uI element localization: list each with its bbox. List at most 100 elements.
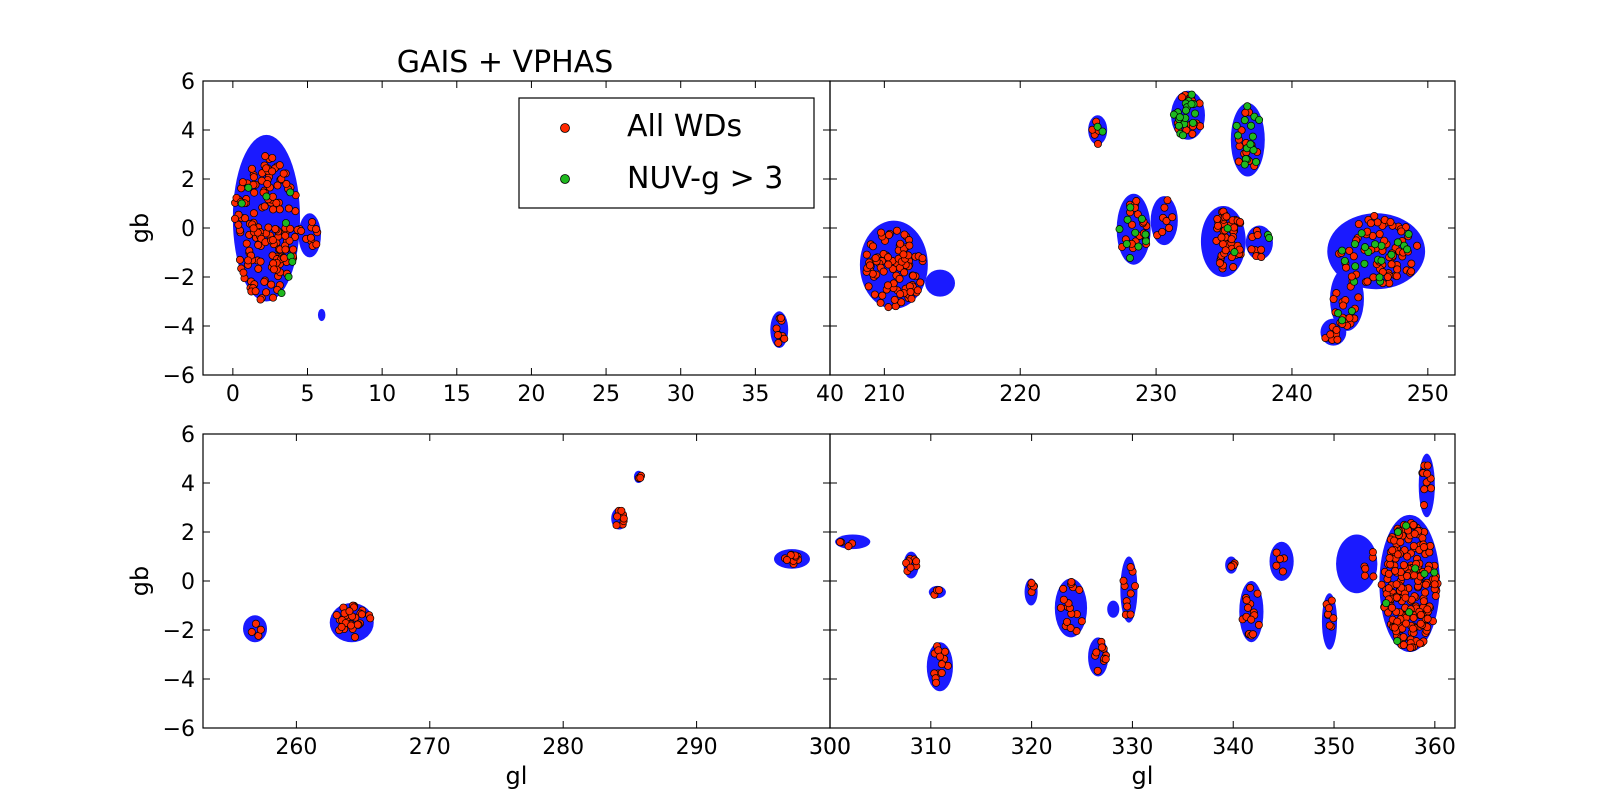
nuv-g-point — [1350, 240, 1359, 249]
wd-point — [242, 239, 251, 248]
wd-point — [612, 521, 621, 530]
x-tick-label: 350 — [1313, 735, 1355, 760]
wd-point — [1406, 643, 1415, 652]
wd-point — [884, 303, 893, 312]
wd-point — [254, 241, 263, 249]
legend-box — [518, 97, 815, 209]
wd-point — [895, 274, 904, 283]
wd-point — [1345, 313, 1354, 322]
wd-point — [1059, 595, 1068, 604]
nuv-g-point — [281, 219, 290, 227]
wd-point — [932, 678, 940, 687]
wd-point — [905, 241, 914, 250]
wd-point — [1383, 273, 1392, 282]
wd-point — [275, 161, 284, 170]
nuv-g-point — [284, 272, 293, 281]
x-axis-label: gl — [506, 762, 528, 790]
wd-point — [1427, 484, 1435, 493]
figure-title: GAIS + VPHAS — [397, 45, 614, 80]
nuv-g-point — [1255, 115, 1264, 124]
y-tick-label: −6 — [163, 364, 195, 389]
wd-point — [1410, 529, 1419, 538]
nuv-g-point — [1404, 230, 1413, 239]
x-tick-label: 260 — [275, 735, 317, 760]
wd-point — [260, 277, 269, 286]
nuv-g-point — [1115, 225, 1124, 234]
nuv-g-point — [1189, 118, 1197, 127]
x-tick-label: 210 — [863, 382, 905, 407]
wd-point — [1392, 580, 1401, 589]
wd-point — [1354, 220, 1363, 229]
wd-point — [239, 268, 248, 277]
wd-point — [280, 254, 289, 262]
x-tick-label: 360 — [1414, 735, 1456, 760]
wd-point — [1377, 580, 1386, 589]
wd-point — [269, 205, 278, 214]
x-tick-label: 240 — [1271, 382, 1313, 407]
wd-point — [1393, 550, 1402, 559]
wd-point — [251, 619, 260, 628]
x-tick-label: 30 — [667, 382, 695, 407]
nuv-g-point — [237, 199, 246, 208]
wd-point — [896, 290, 905, 298]
wd-point — [897, 298, 906, 307]
wd-point — [935, 586, 943, 595]
legend-label-nuv-g: NUV-g > 3 — [627, 161, 783, 196]
x-tick-label: 25 — [592, 382, 620, 407]
wd-point — [269, 293, 278, 302]
wd-point — [254, 264, 263, 273]
wd-point — [261, 152, 270, 161]
legend-marker-nuv-g — [560, 174, 570, 184]
nuv-g-point — [1098, 127, 1107, 136]
wd-point — [878, 291, 887, 300]
wd-point — [238, 178, 247, 187]
wd-point — [1339, 301, 1348, 310]
wd-point — [896, 239, 905, 248]
wd-point — [273, 181, 282, 190]
wd-point — [1162, 217, 1171, 225]
wd-point — [1221, 246, 1230, 255]
wd-point — [912, 557, 921, 566]
wd-point — [1066, 624, 1075, 632]
y-tick-label: 6 — [181, 70, 195, 95]
wd-point — [1420, 543, 1428, 552]
nuv-g-point — [1338, 246, 1347, 255]
nuv-g-point — [1187, 100, 1196, 109]
wd-point — [1324, 604, 1333, 613]
nuv-g-point — [1430, 568, 1439, 577]
wd-point — [1027, 579, 1036, 588]
nuv-g-point — [1360, 259, 1369, 268]
plot-area — [859, 90, 1426, 346]
wd-point — [1329, 614, 1338, 623]
nuv-g-point — [1126, 254, 1134, 262]
nuv-g-point — [1187, 90, 1196, 99]
wd-point — [1413, 241, 1421, 250]
wd-point — [918, 254, 927, 263]
wd-point — [1431, 592, 1440, 600]
wd-point — [1101, 655, 1110, 664]
nuv-g-point — [1252, 158, 1261, 166]
nuv-g-point — [244, 183, 253, 192]
wd-point — [267, 280, 276, 289]
nuv-g-point — [286, 188, 295, 197]
wd-point — [1230, 223, 1239, 232]
wd-point — [1160, 203, 1169, 212]
wd-point — [909, 271, 918, 280]
wd-point — [1093, 666, 1102, 675]
y-tick-label: −6 — [163, 717, 195, 742]
wd-point — [1410, 571, 1419, 580]
wd-point — [306, 233, 315, 242]
wd-point — [1386, 560, 1395, 569]
nuv-g-point — [1248, 132, 1257, 141]
wd-point — [865, 261, 874, 270]
nuv-g-point — [1402, 521, 1411, 530]
panel-top-right: 210 220 230 240 250 — [829, 80, 1456, 407]
wd-point — [285, 236, 294, 245]
wd-point — [289, 245, 298, 254]
nuv-g-point — [1137, 214, 1146, 223]
nuv-g-point — [1340, 256, 1349, 265]
wd-point — [613, 512, 622, 521]
wd-point — [1128, 220, 1136, 229]
wd-point — [249, 209, 258, 218]
